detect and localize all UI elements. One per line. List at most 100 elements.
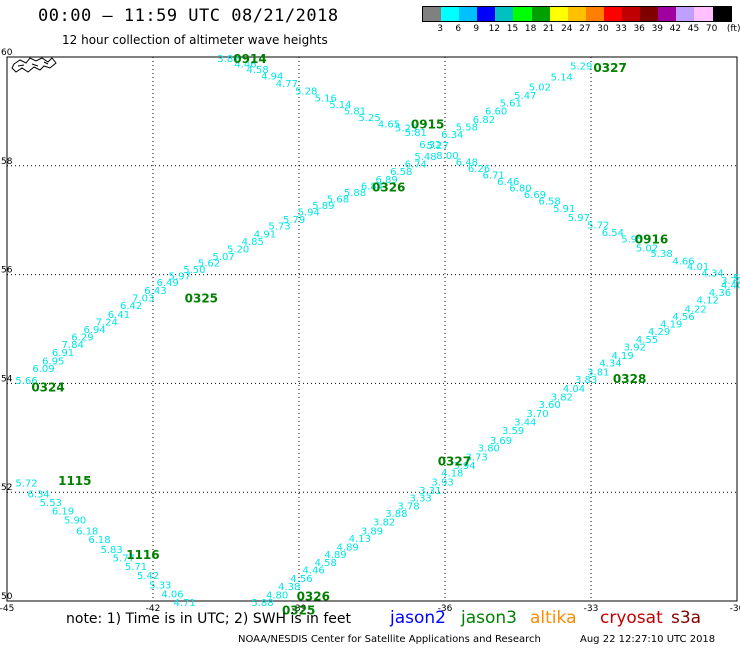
wave-height-label: 5.90 [64,515,86,526]
wave-height-label: 5.66 [15,376,37,387]
wave-height-label: 4.89 [324,550,346,561]
wave-height-label: 4.56 [672,312,694,323]
wave-height-label: 6.69 [524,190,546,201]
wave-height-label: 6.54 [602,228,624,239]
pass-time-label: 1116 [126,548,159,562]
wave-height-label: 4.55 [636,335,658,346]
pass-time-label: 0325 [185,291,218,305]
wave-height-label: 3.60 [539,400,561,411]
pass-time-label: 0916 [635,233,668,247]
pass-time-label: 0915 [411,117,444,131]
legend-swatch [441,7,460,21]
pass-time-label: 0326 [372,180,405,194]
wave-height-label: 6.42 [120,301,142,312]
wave-height-label: 3.89 [361,526,383,537]
wave-height-label: 6.43 [144,286,166,297]
wave-height-label: 5.02 [636,243,658,254]
satellite-pass: 5.884.804.384.564.464.584.894.894.133.89… [251,273,740,618]
legend-label: 18 [524,24,537,34]
legend-swatch [423,7,442,21]
wave-height-label: 6.71 [483,171,505,182]
wave-height-label: 5.97 [568,213,590,224]
wave-height-label: 6.46 [497,177,519,188]
wave-height-label: 4.46 [234,60,256,71]
wave-height-label: 5.14 [329,100,351,111]
wave-height-label: 4.36 [709,288,731,299]
legend-label: 33 [615,24,627,34]
legend-swatch [640,7,659,21]
satellite-legend-altika: altika [530,608,577,628]
wave-height-label: 5.88 [251,598,273,609]
wave-height-label: 3.80 [478,444,500,455]
satellite-legend-jason2: jason2 [390,608,446,628]
wave-height-label: 5.01 [733,273,740,284]
wave-height-label: 6.29 [71,333,93,344]
wave-height-label: 4.13 [349,534,371,545]
wave-height-label: 3.82 [551,392,573,403]
wave-height-label: 5.25 [395,124,417,135]
wave-height-label: 5.38 [650,249,672,260]
wave-height-label: 4.89 [337,543,359,554]
wave-height-label: 6.48 [456,157,478,168]
legend-label: 12 [488,24,501,34]
wave-height-label: 4.19 [612,351,634,362]
wave-height-label: 6.34 [28,489,50,500]
legend-swatch [567,7,586,21]
wave-height-label: 3.73 [466,452,488,463]
satellite-pass: 5.666.096.956.917.846.296.947.246.416.42… [15,61,627,395]
wave-height-label: 4.04 [563,384,585,395]
wave-height-label: 5.07 [212,252,234,263]
wave-height-label: 6.58 [539,197,561,208]
legend-label: 42 [669,24,682,34]
legend-swatch [495,7,514,21]
legend-swatch [676,7,695,21]
pass-time-label: 0327 [438,455,471,469]
lon-tick-label: -45 [0,604,14,614]
satellite-legend-s3a: s3a [671,608,702,628]
legend-swatch [585,7,604,21]
wave-height-label: 5.58 [456,123,478,134]
satellite-legend-jason3: jason3 [461,608,517,628]
lon-tick-label: -42 [146,604,161,614]
wave-height-label: 5.47 [514,91,536,102]
pass-time-label: 0327 [593,61,626,75]
legend-label: (ft) [726,24,740,34]
wave-height-label: 4.34 [702,268,724,279]
wave-height-label: 5.42 [137,571,159,582]
wave-height-label: 4.56 [290,574,312,585]
wave-height-label: 7.24 [96,317,118,328]
legend-label: 15 [506,24,519,34]
legend-label: 3 [437,24,443,34]
wave-height-label: 3.94 [453,461,475,472]
wave-height-label: 5.77 [113,553,135,564]
legend-swatch [513,7,532,21]
legend-labels: 3 6 9 12 15 18 21 24 27 30 33 36 39 42 45 70 (ft) [422,24,740,36]
wave-height-label: 4.40 [721,280,740,291]
lon-tick-label: -36 [438,604,453,614]
pass-time-label: 0325 [282,604,315,618]
wave-height-label: 5.73 [268,222,290,233]
wave-height-label: 5.53 [40,498,62,509]
wave-height-label: 3.83 [575,375,597,386]
wave-height-label: 5.25 [358,113,380,124]
wave-height-label: 6.82 [473,115,495,126]
map-subtitle: 12 hour collection of altimeter wave hei… [62,33,328,47]
wave-height-label: 5.02 [529,82,551,93]
wave-height-label: 3.81 [587,367,609,378]
wave-height-label: 6.49 [156,278,178,289]
wave-height-label: 5.29 [570,62,592,73]
wave-height-label: 4.65 [378,119,400,130]
wave-height-label: 5.83 [101,545,123,556]
wave-height-label: 6.34 [441,130,463,141]
wave-height-label: 4.58 [315,558,337,569]
wave-height-label: 3.31 [419,486,441,497]
wave-height-label: 6.94 [83,325,105,336]
wave-height-label: 6.18 [88,535,110,546]
lon-tick-label: -30 [730,604,740,614]
wave-height-label: 5.71 [125,562,147,573]
wave-height-label: 4.58 [247,65,269,76]
pass-time-label: 0914 [233,52,266,66]
wave-height-label: 7.84 [62,340,84,351]
lat-tick-label: 56 [1,266,13,276]
wave-height-label: 6.26 [468,164,490,175]
